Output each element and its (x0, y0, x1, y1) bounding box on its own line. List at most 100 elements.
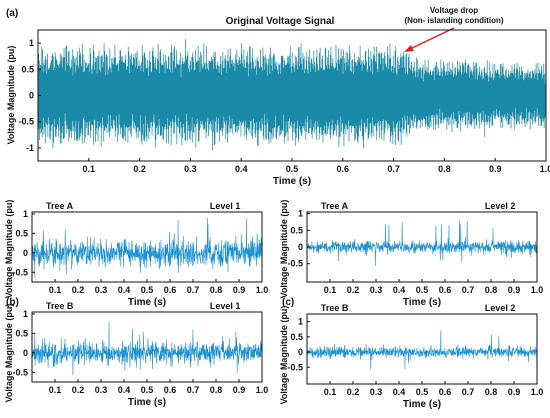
x-tick-label: 0.4 (118, 285, 131, 295)
x-tick-label: 0.7 (187, 385, 200, 395)
annotation-arrow-line (409, 27, 455, 50)
x-tick-label: 0.1 (49, 385, 62, 395)
x-tick-label: 0.5 (416, 387, 429, 397)
signal-trace-treeA_level1 (31, 217, 263, 278)
x-tick-label: 0.8 (438, 164, 451, 174)
y-tick-label: 0 (298, 242, 303, 252)
chart-main: 0.1 0.2 0.3 0.4 0.5 0.6 0.7 0.8 0.9 1.0 -1 -0.5 0 0.5… (6, 29, 550, 187)
x-tick-label: 0.6 (439, 285, 452, 295)
panel-label-a: (a) (6, 8, 18, 19)
x-tick-label: 1.0 (256, 385, 269, 395)
x-tick-label: 0.3 (95, 285, 108, 295)
level-label: Level 1 (210, 201, 241, 211)
signal-trace-main (37, 39, 547, 151)
x-tick-label: 0.9 (233, 285, 246, 295)
x-tick-label: 0.5 (141, 385, 154, 395)
x-tick-label: 1.0 (256, 285, 269, 295)
y-tick-label: 1 (298, 317, 303, 327)
annotation-arrow-head (404, 45, 414, 52)
y-tick-label: -0.5 (287, 259, 303, 269)
x-axis-label: Time (s) (128, 297, 166, 308)
x-tick-label: 1.0 (540, 164, 550, 174)
x-tick-label: 0.6 (164, 385, 177, 395)
x-tick-label: 0.1 (324, 285, 337, 295)
y-tick-label: 0.5 (15, 328, 28, 338)
tree-label: Tree A (46, 201, 74, 211)
x-tick-label: 0.5 (416, 285, 429, 295)
x-tick-label: 0.6 (439, 387, 452, 397)
y-tick-label: 1 (298, 209, 303, 219)
chart-treeB_level1: 0.1 0.2 0.3 0.4 0.5 0.6 0.7 0.8 0.9 1.0 -0.5 0 0.5 1 T… (4, 301, 268, 408)
chart-treeA_level1: 0.1 0.2 0.3 0.4 0.5 0.6 0.7 0.8 0.9 1.0 -0.5 0 0.5 1 T… (4, 200, 268, 308)
x-tick-label: 0.8 (485, 285, 498, 295)
x-tick-label: 0.3 (95, 385, 108, 395)
x-tick-label: 0.9 (233, 385, 246, 395)
x-tick-label: 0.4 (118, 385, 131, 395)
y-tick-label: 0 (23, 248, 28, 258)
chart-treeA_level2: 0.1 0.2 0.3 0.4 0.5 0.6 0.7 0.8 0.9 1.0 -0.5 0 0.5 1 T… (279, 200, 543, 308)
panel-label-c: (c) (282, 297, 294, 308)
x-tick-label: 0.5 (286, 164, 299, 174)
y-tick-label: -0.5 (12, 367, 28, 377)
y-axis-label: Voltage Magnitude (pu) (4, 200, 14, 299)
chart-treeB_level2: 0.1 0.2 0.3 0.4 0.5 0.6 0.7 0.8 0.9 1.0 -0.5 0 0.5 1 T… (279, 303, 543, 410)
y-axis-label: Voltage Magnitude (pu) (279, 306, 289, 405)
x-tick-label: 0.4 (393, 285, 406, 295)
x-tick-label: 0.8 (485, 387, 498, 397)
y-tick-label: -0.5 (18, 117, 34, 127)
x-axis-label: Time (s) (403, 297, 441, 308)
y-axis-label: Voltage Magnitude (pu) (4, 304, 14, 403)
x-tick-label: 0.8 (210, 285, 223, 295)
x-tick-label: 0.8 (210, 385, 223, 395)
x-tick-label: 0.2 (72, 385, 85, 395)
x-tick-label: 0.7 (387, 164, 400, 174)
x-tick-label: 1.0 (531, 285, 544, 295)
x-tick-label: 0.3 (184, 164, 197, 174)
y-axis-label: Voltage Magnitude (pu) (6, 46, 16, 145)
x-tick-label: 0.2 (133, 164, 146, 174)
x-axis-label: Time (s) (128, 397, 166, 408)
tree-label: Tree B (46, 301, 74, 311)
x-tick-label: 0.1 (83, 164, 96, 174)
x-tick-label: 0.4 (393, 387, 406, 397)
signal-trace-treeB_level1 (31, 321, 263, 376)
annotation-line-2: (Non- islanding condition) (404, 16, 503, 25)
x-tick-label: 0.7 (187, 285, 200, 295)
x-tick-label: 0.7 (462, 387, 475, 397)
chart-panels: 0.1 0.2 0.3 0.4 0.5 0.6 0.7 0.8 0.9 1.0 -1 -0.5 0 0.5… (4, 29, 550, 410)
y-tick-label: 0 (29, 91, 34, 101)
tree-label: Tree B (321, 303, 349, 313)
x-tick-label: 0.7 (462, 285, 475, 295)
y-axis-label: Voltage Magnitude (pu) (279, 200, 289, 299)
y-tick-label: 0.5 (21, 64, 34, 74)
y-tick-label: 1 (29, 38, 34, 48)
panel-label-b: (b) (6, 297, 19, 308)
x-tick-label: 0.9 (508, 285, 521, 295)
y-tick-label: 0.5 (15, 228, 28, 238)
x-tick-label: 0.6 (337, 164, 350, 174)
y-tick-label: -1 (26, 143, 34, 153)
x-tick-label: 0.9 (489, 164, 502, 174)
tree-label: Tree A (321, 201, 349, 211)
level-label: Level 2 (485, 201, 516, 211)
x-tick-label: 0.3 (370, 387, 383, 397)
annotation-line-1: Voltage drop (430, 6, 478, 15)
y-tick-label: 1 (23, 309, 28, 319)
x-tick-label: 0.3 (370, 285, 383, 295)
y-tick-label: -0.5 (287, 362, 303, 372)
x-tick-label: 0.2 (347, 387, 360, 397)
x-tick-label: 0.1 (49, 285, 62, 295)
x-tick-label: 0.5 (141, 285, 154, 295)
main-chart-title: Original Voltage Signal (226, 16, 335, 27)
y-tick-label: 0 (23, 348, 28, 358)
x-tick-label: 0.9 (508, 387, 521, 397)
x-tick-label: 0.2 (72, 285, 85, 295)
y-tick-label: 0 (298, 347, 303, 357)
y-tick-label: 0.5 (290, 332, 303, 342)
x-tick-label: 0.6 (164, 285, 177, 295)
level-label: Level 2 (485, 303, 516, 313)
x-tick-label: 0.4 (235, 164, 248, 174)
y-tick-label: -0.5 (12, 267, 28, 277)
y-tick-label: 0.5 (290, 225, 303, 235)
